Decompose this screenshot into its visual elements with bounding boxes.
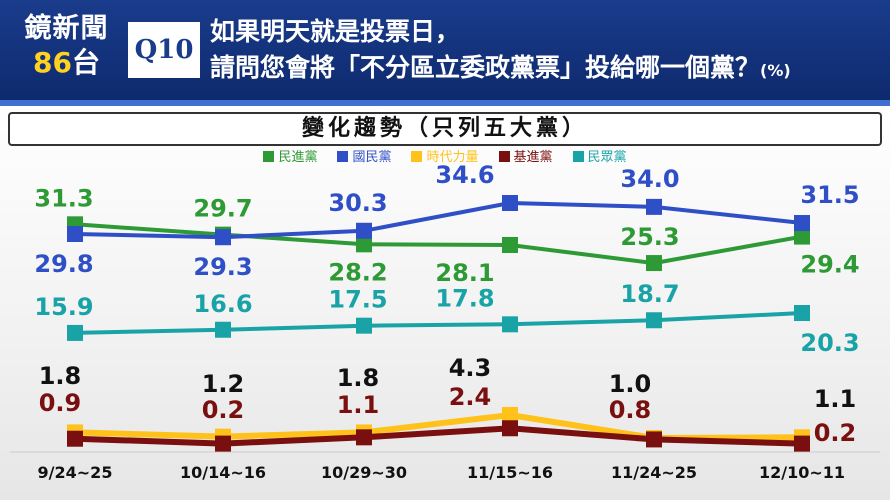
label-tpp-4: 18.7	[620, 280, 679, 308]
x-tick-label-0: 9/24~25	[38, 463, 113, 482]
question-line-1: 如果明天就是投票日，	[210, 17, 461, 46]
series-line-0	[74, 222, 803, 266]
legend-swatch-4	[572, 151, 584, 162]
label-kmt-0: 29.8	[34, 250, 93, 278]
label-dpp-4: 25.3	[620, 223, 679, 251]
point-4-0	[67, 324, 83, 341]
point-0-5	[794, 228, 810, 245]
label-kmt-1: 29.3	[193, 253, 252, 281]
point-4-2	[356, 317, 372, 334]
brand-channel-number: 86	[33, 46, 72, 79]
legend-item-0: 民進黨	[263, 146, 317, 165]
point-3-5	[794, 435, 810, 452]
point-3-3	[502, 420, 518, 437]
legend-label-1: 國民黨	[352, 150, 392, 165]
label-dpp-3: 28.1	[435, 259, 494, 287]
legend-swatch-1	[337, 151, 349, 162]
point-3-1	[215, 435, 231, 452]
question-unit: (%)	[760, 61, 791, 80]
legend-item-4: 民眾黨	[572, 146, 627, 165]
brand-channel: 86台	[14, 46, 119, 80]
series-line-3	[74, 425, 803, 447]
point-4-4	[646, 312, 662, 329]
label-tsp-2: 1.1	[337, 391, 380, 419]
legend-swatch-2	[411, 151, 423, 162]
label-npp-0: 1.8	[39, 362, 82, 390]
label-npp-4: 1.0	[609, 370, 652, 398]
legend-swatch-0	[263, 151, 275, 162]
x-tick-label-5: 12/10~11	[759, 463, 845, 482]
legend-item-2: 時代力量	[411, 146, 479, 165]
label-npp-1: 1.2	[202, 370, 245, 398]
series-line-1	[74, 201, 803, 240]
series-line-4	[74, 311, 803, 335]
question-text: 如果明天就是投票日， 請問您會將「不分區立委政黨票」投給哪一個黨？(%)	[210, 14, 791, 89]
label-npp-5: 1.1	[814, 385, 857, 413]
label-dpp-0: 31.3	[34, 184, 93, 212]
x-tick-label-1: 10/14~16	[180, 463, 266, 482]
point-0-3	[502, 236, 518, 253]
point-3-4	[646, 431, 662, 448]
label-tpp-2: 17.5	[328, 286, 387, 314]
label-kmt-4: 34.0	[620, 165, 679, 193]
point-0-2	[356, 236, 372, 253]
question-line-2-text: 請問您會將「不分區立委政黨票」投給哪一個黨？	[210, 53, 761, 82]
point-4-3	[502, 316, 518, 333]
question-id-badge: Q10	[128, 22, 200, 78]
label-kmt-3: 34.6	[435, 161, 494, 189]
point-1-2	[356, 222, 372, 239]
point-1-4	[646, 198, 662, 215]
label-dpp-1: 29.7	[193, 195, 252, 223]
chart-legend: 民進黨 國民黨 時代力量 基進黨 民眾黨	[0, 146, 890, 165]
point-2-3	[502, 407, 518, 423]
legend-label-2: 時代力量	[426, 150, 479, 165]
label-tpp-3: 17.8	[435, 284, 494, 312]
label-tsp-0: 0.9	[39, 389, 82, 417]
label-tsp-1: 0.2	[202, 396, 245, 424]
x-tick-label-4: 11/24~25	[611, 463, 697, 482]
point-4-1	[215, 321, 231, 338]
label-kmt-2: 30.3	[328, 189, 387, 217]
x-tick-label-3: 11/15~16	[467, 463, 553, 482]
chart-title: 變化趨勢（只列五大黨）	[8, 112, 882, 146]
brand-channel-suffix: 台	[71, 46, 100, 79]
legend-label-4: 民眾黨	[587, 150, 627, 165]
header-divider	[0, 100, 890, 106]
legend-label-0: 民進黨	[278, 150, 318, 165]
label-dpp-2: 28.2	[328, 258, 387, 286]
label-tsp-3: 2.4	[449, 383, 492, 411]
label-tpp-0: 15.9	[34, 293, 93, 321]
point-1-0	[67, 226, 83, 242]
point-1-5	[794, 215, 810, 232]
x-tick-label-2: 10/29~30	[321, 463, 407, 482]
legend-label-3: 基進黨	[513, 150, 553, 165]
point-0-4	[646, 255, 662, 272]
label-npp-2: 1.8	[337, 364, 380, 392]
question-line-2: 請問您會將「不分區立委政黨票」投給哪一個黨？(%)	[210, 50, 791, 89]
label-tpp-1: 16.6	[193, 290, 252, 318]
label-kmt-5: 31.5	[800, 181, 859, 209]
point-1-1	[215, 229, 231, 246]
point-3-0	[67, 430, 83, 447]
point-1-3	[502, 195, 518, 211]
point-3-2	[356, 429, 372, 446]
brand-logo: 鏡新聞 86台	[14, 12, 119, 80]
label-tsp-5: 0.2	[814, 419, 857, 447]
brand-name: 鏡新聞	[24, 13, 109, 44]
label-dpp-5: 29.4	[800, 251, 859, 279]
legend-item-3: 基進黨	[498, 146, 553, 165]
legend-item-1: 國民黨	[337, 146, 391, 165]
label-npp-3: 4.3	[449, 354, 492, 382]
point-4-5	[794, 305, 810, 321]
label-tpp-5: 20.3	[800, 329, 859, 357]
label-tsp-4: 0.8	[609, 396, 652, 424]
legend-swatch-3	[498, 151, 510, 162]
